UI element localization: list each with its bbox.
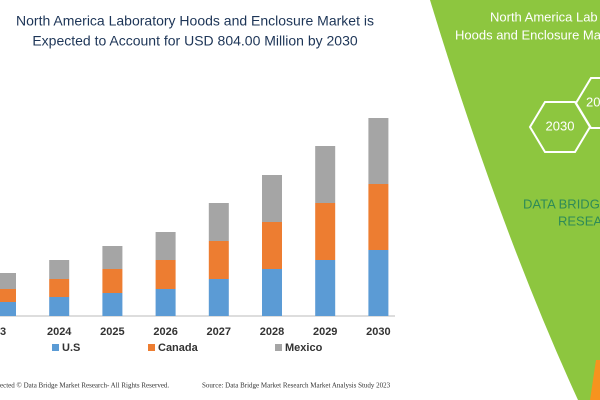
bar-segment [155,232,176,260]
legend-label: U.S [62,342,80,354]
bar-segment [368,250,389,316]
bar-segment [315,203,336,260]
legend-swatch [275,344,282,351]
x-tick-label: 2029 [313,326,337,338]
bar-segment [155,260,176,289]
brand-text: DATA BRIDGE [523,196,600,211]
side-heading: Hoods and Enclosure Ma [455,27,600,42]
bar-segment [102,293,123,316]
hexagon-label: 2030 [546,118,575,133]
x-tick-label: 2026 [153,326,177,338]
brand-text: RESEA [558,213,600,228]
bar-segment [262,222,282,269]
x-tick-label: 2025 [100,326,124,338]
x-tick-label: 2024 [47,326,72,338]
bar-segment [315,146,336,203]
bar-segment [262,269,282,316]
bar-segment [368,118,389,184]
chart-title: North America Laboratory Hoods and Enclo… [16,13,374,29]
bar-segment [208,279,229,316]
bar-segment [102,246,123,269]
legend-swatch [52,344,59,351]
bar-segment [49,260,70,279]
chart-title: Expected to Account for USD 804.00 Milli… [32,33,358,49]
corner-accent [590,360,600,400]
bar-segment [102,269,123,293]
bar-segment [0,302,16,316]
side-panel-bg [430,0,600,400]
bar-segment [368,184,389,250]
source: Source: Data Bridge Market Research Mark… [202,382,391,390]
hexagon-label: 20 [586,94,600,109]
x-tick-label: 2028 [260,326,284,338]
legend-swatch [148,344,155,351]
x-tick-label: 3 [0,326,6,338]
copyright: ected © Data Bridge Market Research- All… [0,382,169,390]
bar-segment [155,289,176,316]
bar-segment [315,260,336,316]
x-tick-label: 2027 [207,326,231,338]
x-tick-label: 2030 [366,326,390,338]
bar-segment [0,289,16,302]
side-heading: North America Lab [490,9,598,24]
legend-label: Mexico [285,342,323,354]
bar-segment [0,273,16,289]
bar-segment [262,175,282,222]
bar-segment [208,203,229,241]
bar-segment [49,297,70,316]
bar-segment [208,241,229,279]
hexagon [574,77,600,129]
bar-segment [49,279,70,297]
legend-label: Canada [158,342,199,354]
